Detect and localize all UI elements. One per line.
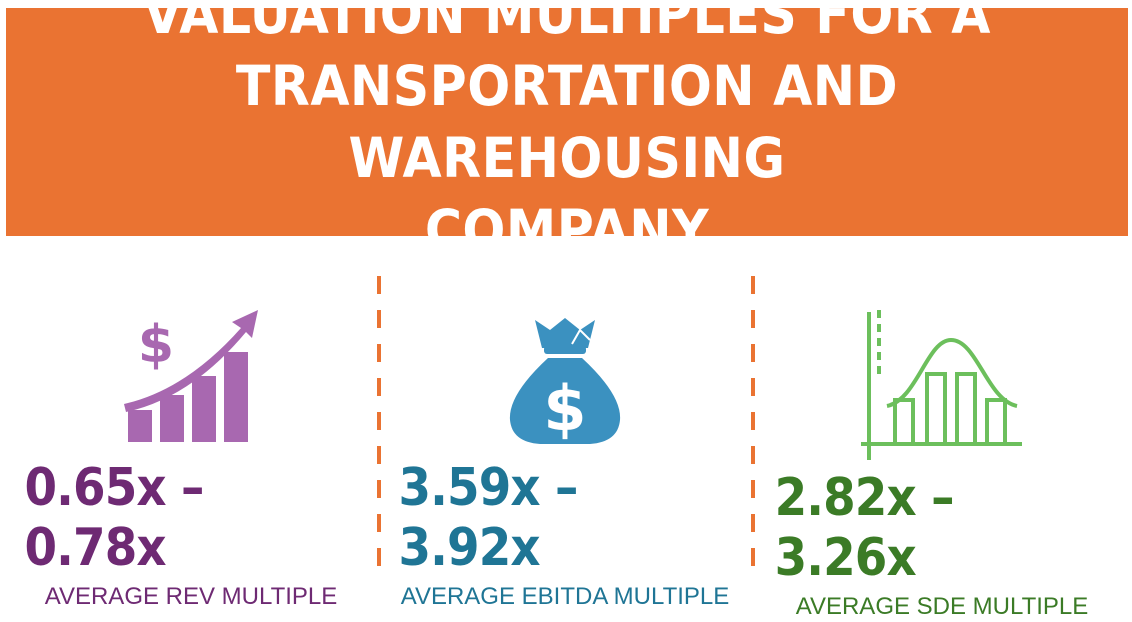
revenue-growth-icon: $: [116, 300, 266, 450]
header-banner: VALUATION MULTIPLES FOR A TRANSPORTATION…: [6, 0, 1128, 262]
title-line-2: TRANSPORTATION AND WAREHOUSING: [235, 54, 899, 190]
divider-left: [377, 276, 381, 578]
metric-sde: 2.82x – 3.26x AVERAGE SDE MULTIPLE: [756, 300, 1128, 620]
ebitda-multiple-value: 3.59x – 3.92x: [398, 458, 579, 578]
title-line-1: VALUATION MULTIPLES FOR A: [143, 0, 991, 46]
rev-multiple-label: AVERAGE REV MULTIPLE: [44, 583, 338, 610]
rev-multiple-value: 0.65x – 0.78x: [24, 458, 205, 578]
title-line-3: COMPANY: [424, 198, 710, 262]
page-title: VALUATION MULTIPLES FOR A TRANSPORTATION…: [51, 0, 1083, 266]
money-bag-icon: $: [500, 300, 630, 450]
bell-curve-chart-icon: [857, 300, 1027, 460]
metric-rev: $ 0.65x – 0.78x AVERAGE REV MULTIPLE: [6, 300, 376, 610]
divider-right: [751, 276, 755, 578]
sde-multiple-label: AVERAGE SDE MULTIPLE: [795, 593, 1089, 620]
sde-multiple-value: 2.82x – 3.26x: [774, 468, 955, 588]
svg-text:$: $: [138, 315, 174, 375]
ebitda-multiple-label: AVERAGE EBITDA MULTIPLE: [400, 583, 730, 610]
metric-ebitda: $ 3.59x – 3.92x AVERAGE EBITDA MULTIPLE: [380, 300, 750, 610]
svg-text:$: $: [543, 372, 586, 445]
